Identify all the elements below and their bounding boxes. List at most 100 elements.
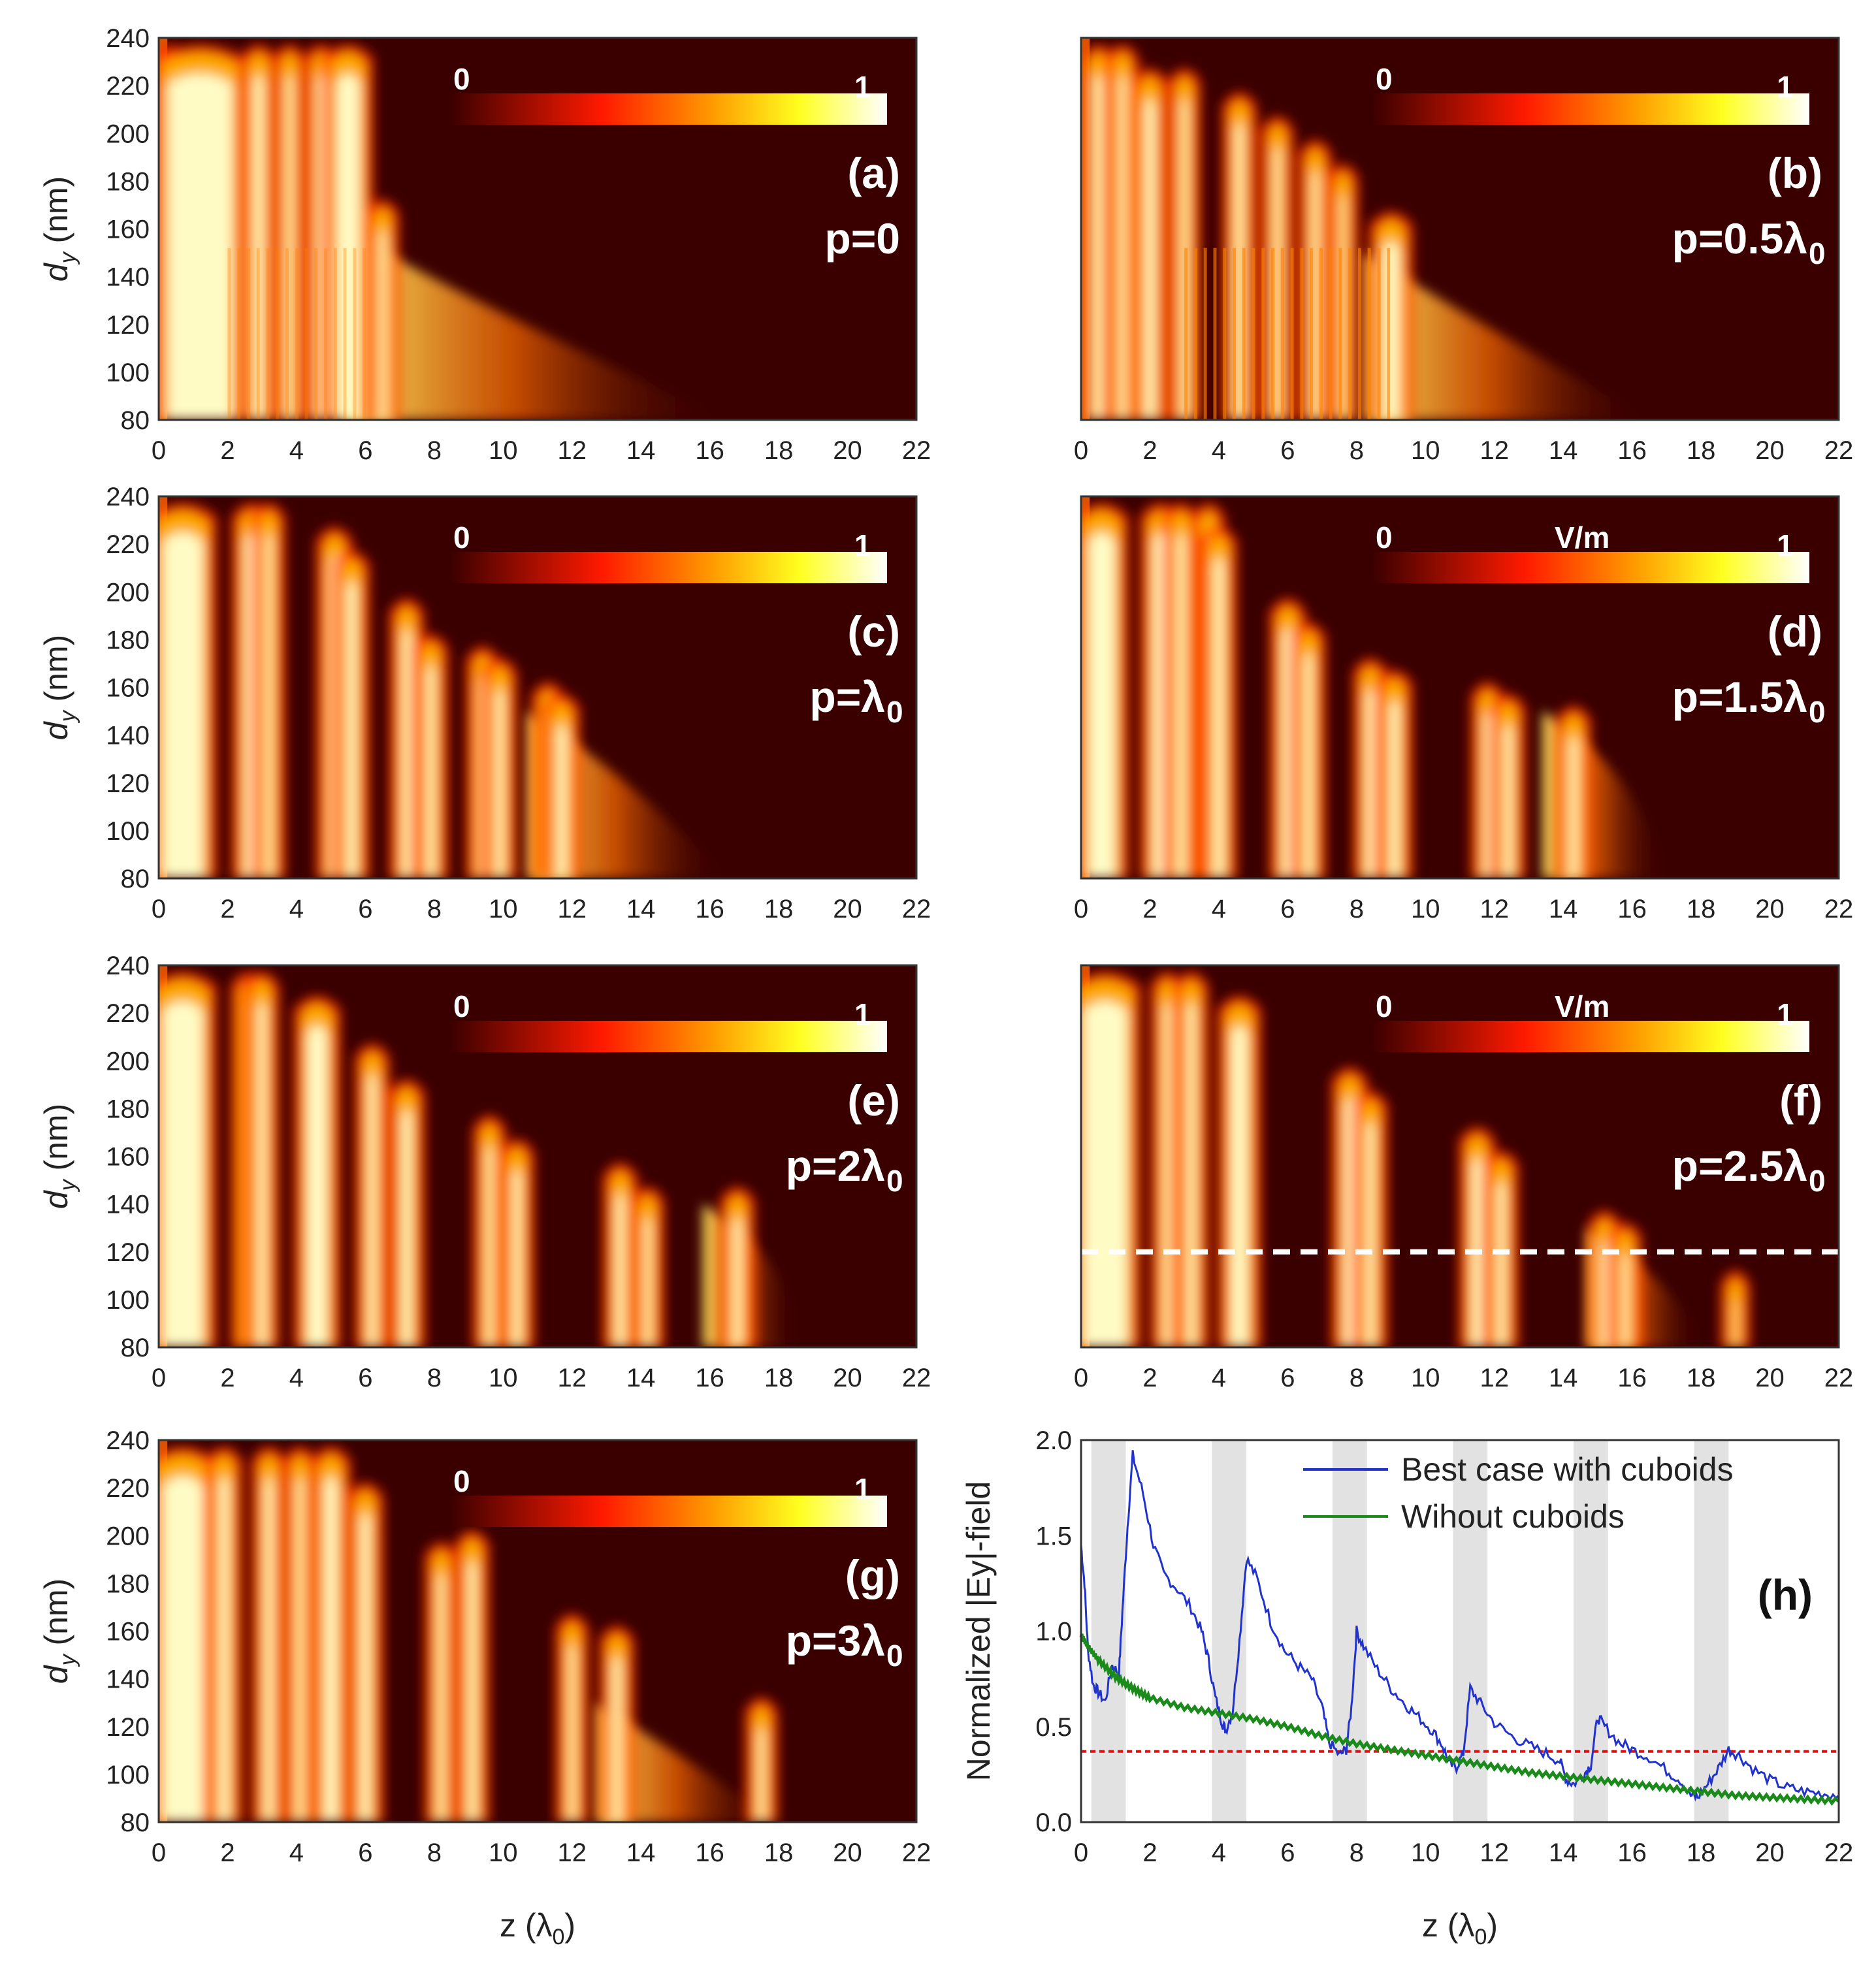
x-tick-label: 12 (557, 436, 587, 465)
heatmap-stripe-peak (1177, 532, 1185, 878)
y-tick-label: 240 (106, 952, 150, 980)
panel-parameter-subscript: 0 (886, 1164, 903, 1198)
x-tick-label: 0 (152, 895, 166, 923)
x-tick-label: 8 (1350, 895, 1364, 923)
heatmap-decay-region (344, 229, 727, 420)
heatmap-stripes (159, 1447, 779, 1822)
x-tick-label: 0 (152, 1364, 166, 1392)
y-tick-label: 140 (106, 1191, 150, 1219)
y-tick-label: 120 (106, 1238, 150, 1267)
x-tick-label: 16 (695, 436, 724, 465)
y-tick-label: 80 (121, 1808, 150, 1837)
heatmap-stripe-peak (1602, 1240, 1608, 1347)
heatmap-fine-stripe (1193, 248, 1197, 420)
x-tick-label: 10 (1411, 436, 1440, 465)
y-tick-label: 240 (106, 483, 150, 511)
y-axis-label: dy (nm) (38, 176, 80, 281)
colorbar-unit-label: V/m (1555, 989, 1609, 1023)
heatmap-fine-stripe (1242, 248, 1246, 420)
line-panel-h: Best case with cuboids Wihout cuboids (h) 0… (960, 1426, 1853, 1949)
heatmap-fine-stripe (1261, 248, 1265, 420)
panel-label: (g) (845, 1551, 900, 1599)
x-tick-label: 12 (1480, 1838, 1509, 1867)
heatmap-stripe-peak (403, 628, 410, 878)
x-tick-label: 8 (427, 1838, 442, 1867)
heatmap-stripe-peak (617, 1192, 624, 1347)
heatmap-frame (157, 1439, 918, 1823)
heatmap-fine-stripe (276, 248, 280, 420)
x-tick-label: 4 (1212, 1838, 1226, 1867)
heatmap-panel-d: 0 1V/m(d)p=1.5λ 00 2 4 6 8 10 12 14 16 18 20 22 (1074, 495, 1854, 923)
heatmap-fine-stripe (1252, 248, 1255, 420)
heatmap-fine-stripe (227, 248, 231, 420)
y-tick-label: 120 (106, 311, 150, 340)
heatmap-fine-stripe (237, 248, 241, 420)
y-tick-label: 160 (106, 216, 150, 244)
heatmap-stripe-peak (496, 687, 504, 878)
heatmap-stripes (159, 503, 581, 878)
heatmap-fine-stripe (1319, 248, 1323, 420)
x-tick-label: 6 (358, 1838, 372, 1867)
x-tick-label: 20 (833, 895, 862, 923)
x-tick-label: 2 (220, 895, 234, 923)
heatmap-fine-stripe (324, 248, 328, 420)
panel-parameter-subscript: 0 (1809, 695, 1826, 729)
x-tick-label: 18 (764, 895, 794, 923)
heatmap-stripe-peak (1341, 193, 1345, 420)
heatmap-stripe-peak (1236, 121, 1243, 420)
heatmap-fine-stripe (1367, 248, 1371, 420)
x-tick-label: 8 (427, 1364, 442, 1392)
x-tick-label: 18 (1687, 1838, 1716, 1867)
x-tick-label: 12 (1480, 436, 1509, 465)
x-tick-label: 22 (1824, 895, 1854, 923)
x-tick-label: 4 (1212, 1364, 1226, 1392)
y-tick-label: 180 (106, 1095, 150, 1123)
y-tick-label: 160 (106, 1618, 150, 1646)
x-tick-label: 4 (1212, 895, 1226, 923)
heatmap-stripe-peak (1383, 240, 1399, 420)
y-tick-label: 80 (121, 406, 150, 435)
y-tick-label: 100 (106, 359, 150, 387)
heatmap-fine-stripe (333, 248, 337, 420)
heatmap-fine-stripe (1184, 248, 1188, 420)
legend-entry: Wihout cuboids (1401, 1498, 1625, 1535)
y-axis-label-subscript: y (56, 1653, 80, 1667)
heatmap-fine-stripe (1377, 248, 1381, 420)
heatmap-fine-stripe (1223, 248, 1227, 420)
y-tick-label: 220 (106, 1474, 150, 1503)
x-tick-label: 14 (1549, 1364, 1578, 1392)
colorbar-min-label: 0 (1376, 989, 1393, 1023)
x-tick-label: 2 (220, 436, 234, 465)
heatmap-decay-region (1363, 253, 1649, 420)
colorbar (1372, 552, 1809, 583)
heatmap-stripe-peak (734, 1216, 741, 1347)
x-tick-label: 8 (1350, 436, 1364, 465)
heatmap-fine-stripe (1357, 248, 1361, 420)
x-tick-label: 22 (902, 1838, 931, 1867)
heatmap-decay-region (596, 1703, 779, 1822)
x-tick-label: 18 (1687, 895, 1716, 923)
x-tick-label: 18 (1687, 436, 1716, 465)
panel-parameter: p=0 (824, 214, 900, 263)
heatmap-stripe-peak (168, 74, 232, 420)
heatmap-stripes (1081, 503, 1592, 878)
colorbar-min-label: 0 (453, 1464, 470, 1498)
x-tick-label: 2 (1142, 436, 1157, 465)
colorbar-max-label: 1 (1777, 528, 1794, 562)
x-tick-label: 10 (1411, 895, 1440, 923)
panel-parameter: p=0.5λ (1672, 214, 1807, 263)
heatmap-stripe-peak (1504, 723, 1512, 878)
heatmap-stripe-peak (1283, 628, 1292, 878)
heatmap-stripe-peak (438, 1571, 444, 1822)
x-tick-label: 8 (427, 895, 442, 923)
heatmap-fine-stripe (1203, 248, 1207, 420)
x-tick-label: 20 (1755, 436, 1785, 465)
heatmap-fine-stripe (1387, 248, 1391, 420)
x-tick-label: 4 (289, 895, 304, 923)
x-tick-label: 6 (1280, 436, 1295, 465)
shaded-band (1694, 1440, 1729, 1822)
heatmap-stripe-peak (1088, 532, 1115, 878)
shaded-band (1091, 1440, 1126, 1822)
panel-parameter-subscript: 0 (1809, 1164, 1826, 1198)
heatmap-stripe-peak (513, 1168, 521, 1347)
